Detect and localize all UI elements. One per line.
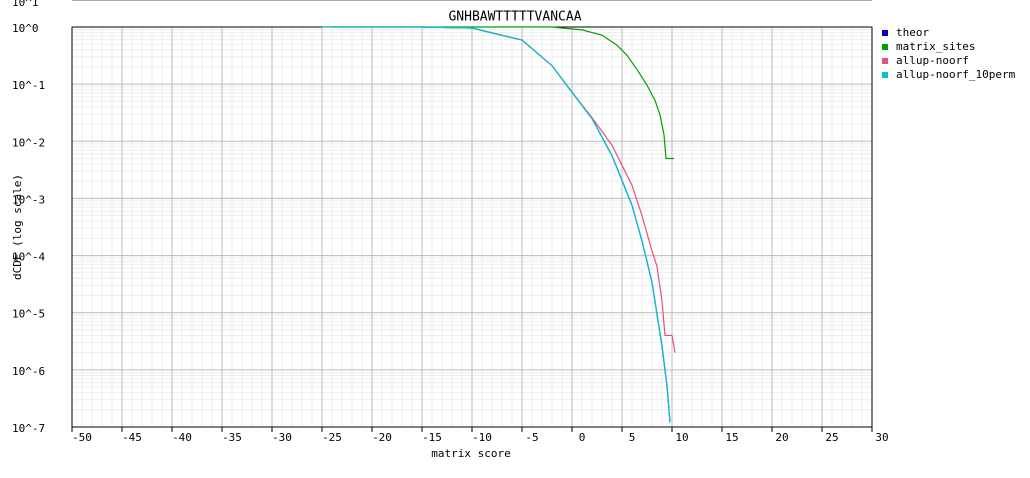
x-tick-label: -35 xyxy=(222,431,242,444)
legend-label: theor xyxy=(896,26,929,39)
chart-title: GNHBAWTTTTTVANCAA xyxy=(448,10,581,25)
x-tick-label: 5 xyxy=(629,431,636,444)
y-tick-label: 10^-4 xyxy=(12,251,45,264)
x-tick-label: 25 xyxy=(825,431,838,444)
x-tick-label: -10 xyxy=(472,431,492,444)
y-tick-label: 10^-5 xyxy=(12,308,45,321)
x-tick-label: 15 xyxy=(725,431,738,444)
series-line xyxy=(332,26,674,160)
x-axis-label: matrix score xyxy=(431,447,510,460)
x-tick-label: 30 xyxy=(875,431,888,444)
x-tick-label: -20 xyxy=(372,431,392,444)
legend-swatch xyxy=(882,58,888,64)
x-tick-label: -5 xyxy=(525,431,538,444)
cropped-tick-label: 10^1 xyxy=(12,0,39,9)
x-tick-label: 20 xyxy=(775,431,788,444)
y-tick-label: 10^-2 xyxy=(12,136,45,149)
legend-label: allup-noorf_10perm xyxy=(896,68,1016,81)
y-tick-label: 10^0 xyxy=(12,22,39,35)
y-tick-label: 10^-6 xyxy=(12,365,45,378)
y-axis-label: dCDF (log scale) xyxy=(11,174,24,280)
legend-swatch xyxy=(882,44,888,50)
y-tick-label: 10^-7 xyxy=(12,422,45,435)
legend-swatch xyxy=(882,30,888,36)
legend-swatch xyxy=(882,72,888,78)
legend-label: matrix_sites xyxy=(896,40,975,53)
y-tick-label: 10^-3 xyxy=(12,193,45,206)
x-tick-label: -30 xyxy=(272,431,292,444)
x-tick-label: -40 xyxy=(172,431,192,444)
legend-label: allup-noorf xyxy=(896,54,969,67)
x-tick-label: -25 xyxy=(322,431,342,444)
y-tick-label: 10^-1 xyxy=(12,79,45,92)
x-tick-label: 10 xyxy=(675,431,688,444)
x-tick-label: -15 xyxy=(422,431,442,444)
x-tick-label: -50 xyxy=(72,431,92,444)
series-line xyxy=(322,26,671,423)
x-tick-label: -45 xyxy=(122,431,142,444)
x-tick-label: 0 xyxy=(579,431,586,444)
